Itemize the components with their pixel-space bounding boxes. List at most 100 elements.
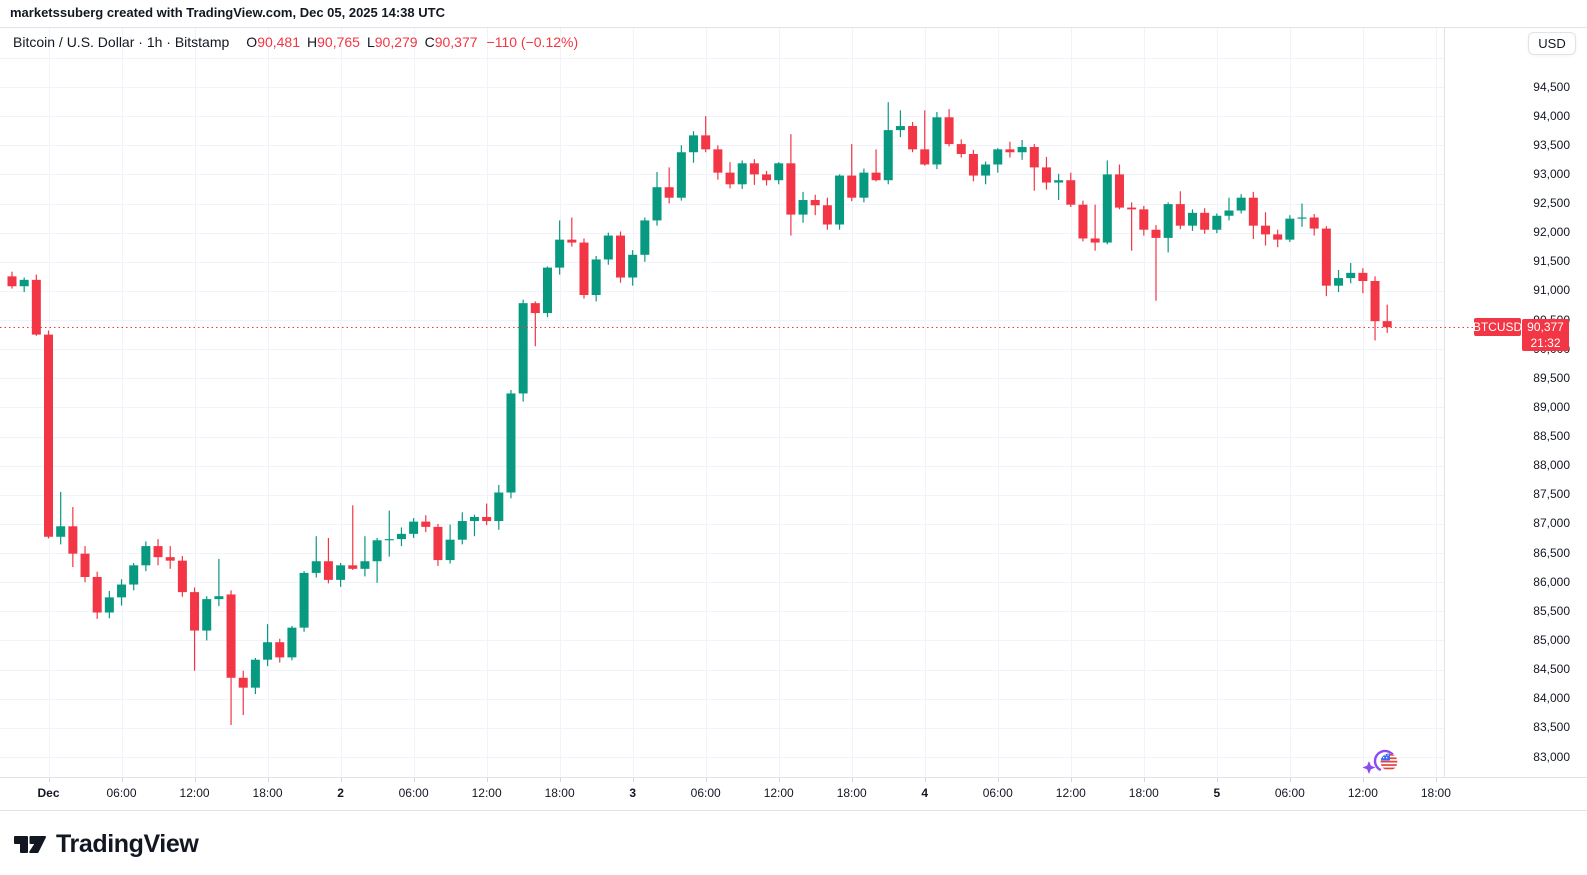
time-axis-tick [1071,778,1072,782]
price-axis-label: 83,000 [1533,749,1570,764]
last-price-tag: 90,377 21:32 [1522,319,1569,352]
candle [1358,268,1368,294]
ohlc-label: C [424,34,435,50]
candle [1334,269,1344,293]
time-axis-tick [1144,778,1145,782]
time-axis-label: 12:00 [1055,786,1086,800]
candle [384,510,394,557]
candle [7,271,17,289]
time-axis-tick [779,778,780,782]
candle [1054,173,1064,201]
ohlc-label: H [307,34,318,50]
time-axis-label: 5 [1213,786,1221,800]
tradingview-logo[interactable]: TradingView [13,830,199,859]
footer: TradingView [13,830,199,859]
candle [908,121,918,153]
time-axis-label: 12:00 [763,786,794,800]
tradingview-logo-icon [14,836,46,853]
candle [895,110,905,138]
time-axis-tick [49,778,50,782]
time-axis[interactable]: Dec 06:00 12:00 18:00 2 06:00 12:00 18:00 3 06:00… [0,777,1587,810]
candle [1285,215,1295,242]
candle [469,514,479,537]
candle [19,277,29,293]
time-axis-label: 06:00 [398,786,429,800]
last-price-value: 90,377 [1527,320,1564,335]
ohlc-label: O [246,34,258,50]
candle [226,590,236,725]
price-axis-label: 92,000 [1533,225,1570,240]
candle [287,625,297,661]
candle [433,523,443,566]
candle [311,536,321,578]
symbol-title[interactable]: Bitcoin / U.S. Dollar · 1h · Bitstamp [13,34,230,50]
time-axis-tick [633,778,634,782]
time-axis-tick [1363,778,1364,782]
candle [786,134,796,236]
candle [129,562,139,591]
candle [153,539,163,566]
price-axis-label: 93,000 [1533,166,1570,181]
candle [1066,172,1076,208]
candle [1273,229,1283,248]
price-axis-label: 91,500 [1533,254,1570,269]
price-axis[interactable]: USD 94,500 94,000 93,500 93,000 92,500 92,000… [1444,28,1587,777]
candle [518,299,528,402]
time-axis-tick [852,778,853,782]
candle [640,217,650,262]
price-axis-label: 83,500 [1533,720,1570,735]
time-axis-tick [487,778,488,782]
ohlc-value: 90,377 [434,34,478,50]
candle [263,624,273,667]
candle [165,546,175,569]
candle [1236,194,1246,214]
candle-countdown: 21:32 [1530,336,1561,351]
candle [1187,209,1197,231]
price-axis-label: 85,000 [1533,632,1570,647]
candle [810,194,820,216]
price-axis-label: 84,000 [1533,691,1570,706]
candle [31,274,41,336]
price-axis-label: 92,500 [1533,196,1570,211]
time-axis-label: Dec [37,786,60,800]
chart-legend: Bitcoin / U.S. Dollar · 1h · Bitstamp O 90… [13,34,578,50]
time-axis-label: 3 [629,786,636,800]
time-axis-tick [706,778,707,782]
candle [737,160,747,189]
candle [1078,200,1088,242]
candle [1090,204,1100,251]
time-axis-label: 18:00 [1128,786,1159,800]
candle [749,159,759,185]
candle [323,537,333,584]
candlestick-chart[interactable] [0,28,1444,777]
time-axis-label: 18:00 [1420,786,1451,800]
candle [409,518,419,538]
candle [1102,160,1112,245]
candle [1005,141,1015,158]
tradingview-widget: Bitcoin / U.S. Dollar · 1h · Bitstamp O 90… [0,27,1587,811]
price-axis-label: 94,000 [1533,108,1570,123]
price-axis-label: 89,500 [1533,370,1570,385]
candle [68,507,78,568]
candle [993,148,1003,173]
candle [104,590,114,619]
currency-toggle-button[interactable]: USD [1528,32,1576,55]
time-axis-label: 06:00 [982,786,1013,800]
price-axis-label: 87,000 [1533,516,1570,531]
time-axis-tick [998,778,999,782]
candle [1224,197,1234,221]
sparkle-icon [1362,761,1376,774]
candle [1248,191,1258,240]
price-axis-label: 85,500 [1533,603,1570,618]
change-value: −110 (−0.12%) [486,34,579,50]
time-axis-label: 18:00 [544,786,575,800]
time-axis-label: 2 [337,786,344,800]
candle [141,541,151,572]
price-axis-label: 86,000 [1533,574,1570,589]
candle [80,546,90,583]
chart-pane[interactable]: Bitcoin / U.S. Dollar · 1h · Bitstamp O 90… [0,28,1473,777]
candle [701,116,711,153]
sparkle-flag-icon [1361,748,1405,780]
candle [117,579,127,606]
